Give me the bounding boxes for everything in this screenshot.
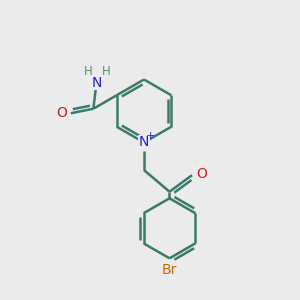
Text: O: O: [196, 167, 207, 181]
Text: H: H: [84, 65, 92, 78]
Text: N: N: [139, 136, 149, 149]
Text: N: N: [91, 76, 101, 90]
Text: +: +: [146, 131, 155, 141]
Text: Br: Br: [162, 263, 177, 277]
Text: H: H: [102, 65, 110, 78]
Text: O: O: [56, 106, 67, 120]
